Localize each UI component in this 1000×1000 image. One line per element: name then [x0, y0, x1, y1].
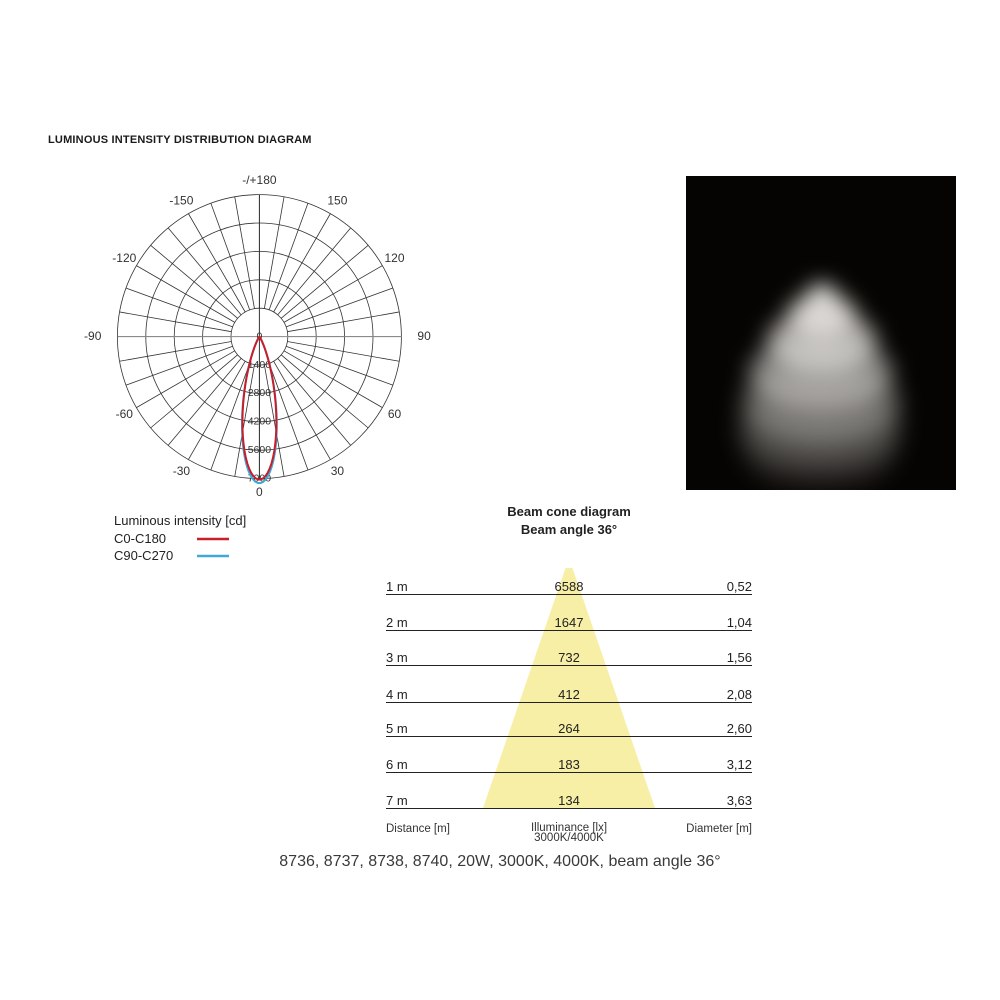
svg-text:-90: -90: [84, 329, 102, 343]
svg-text:0: 0: [256, 485, 263, 499]
svg-text:60: 60: [388, 407, 402, 421]
svg-text:4200: 4200: [248, 416, 272, 428]
svg-text:120: 120: [384, 251, 404, 265]
svg-text:90: 90: [417, 329, 431, 343]
svg-text:-30: -30: [173, 464, 191, 478]
svg-text:30: 30: [331, 464, 345, 478]
svg-text:150: 150: [327, 194, 347, 208]
svg-text:-120: -120: [112, 251, 136, 265]
svg-text:-60: -60: [116, 407, 134, 421]
svg-text:-150: -150: [169, 194, 193, 208]
svg-text:5600: 5600: [248, 444, 272, 456]
svg-text:2800: 2800: [248, 387, 272, 399]
svg-text:-/+180: -/+180: [242, 173, 277, 187]
